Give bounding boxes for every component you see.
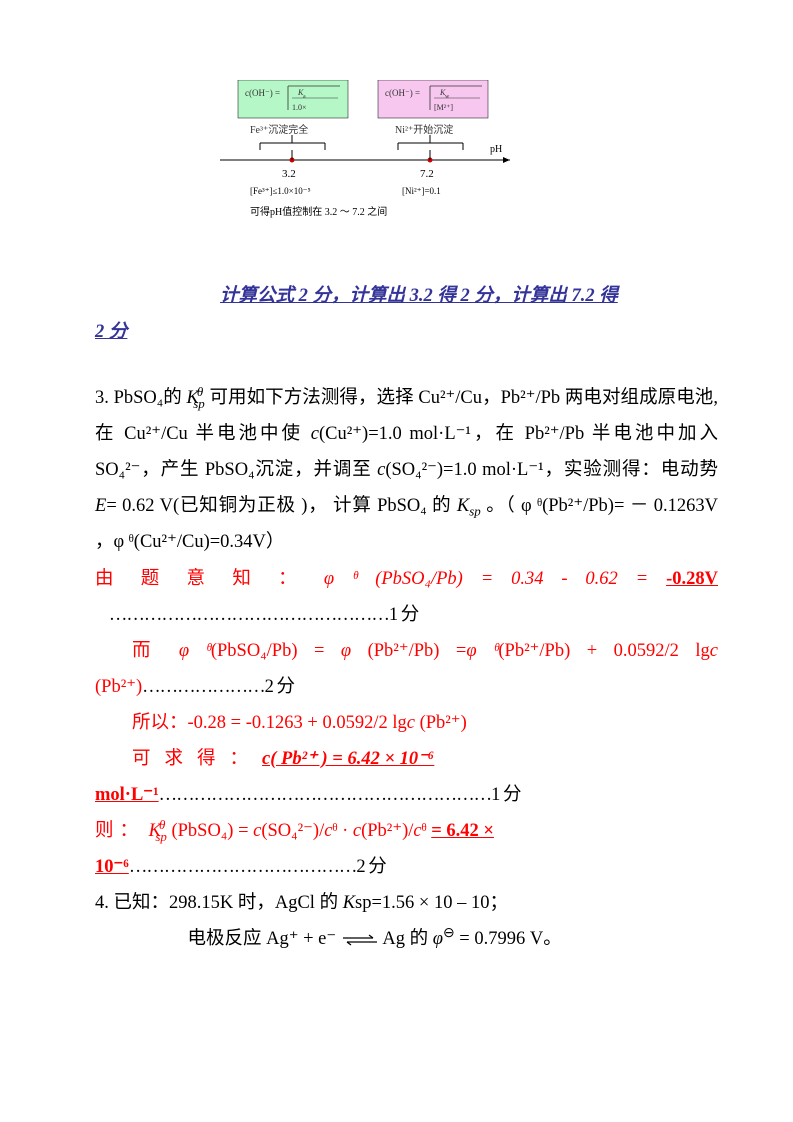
s3-l5-score: …………………………………2 分	[129, 857, 386, 877]
solution-3-line2: 而 φ ᶿ(PbSO₄/Pb) = φ (Pb²⁺/Pb) =φ ᶿ(Pb²⁺/…	[95, 633, 718, 705]
question-3: 3. PbSO₄的 Kθsp 可用如下方法测得，选择 Cu²⁺/Cu，Pb²⁺/…	[95, 380, 718, 560]
svg-text:[M²⁺]: [M²⁺]	[434, 103, 453, 112]
q4-phi: φ	[433, 929, 443, 949]
s3-l1-a: 由题意知：	[95, 569, 324, 589]
svg-text:1.0×: 1.0×	[292, 103, 307, 112]
svg-text:Ni²⁺开始沉淀: Ni²⁺开始沉淀	[395, 123, 453, 136]
s3-l3-c: c	[407, 713, 415, 733]
svg-text:[Fe³⁺]≤1.0×10⁻⁵: [Fe³⁺]≤1.0×10⁻⁵	[250, 186, 311, 196]
q3-text-a: 3. PbSO₄的	[95, 388, 187, 408]
solution-3-line4: 可求得：c( Pb²⁺ ) = 6.42 × 10⁻⁶ mol·L⁻¹………………	[95, 741, 718, 813]
ph-diagram: c(OH⁻) = K a 1.0× Fe³⁺沉淀完全 c(OH⁻) = K w …	[220, 80, 718, 268]
q4-k: K	[343, 893, 355, 913]
svg-text:Fe³⁺沉淀完全: Fe³⁺沉淀完全	[250, 123, 308, 136]
s3-l4-unit: mol·L⁻¹	[95, 785, 159, 805]
s3-l2-score: …………………2 分	[142, 677, 294, 697]
solution-3: 由题意知：φ ᶿ (PbSO₄/Pb) = 0.34 - 0.62 = -0.2…	[95, 561, 718, 633]
question-4-line2: 电极反应 Ag⁺ + e⁻ Ag 的 φ⊖ = 0.7996 V。	[95, 921, 718, 957]
svg-text:c(OH⁻) =: c(OH⁻) =	[245, 88, 280, 98]
q3-c-cu: c	[311, 424, 319, 444]
s3-l1-val: -0.28V	[666, 569, 718, 589]
s3-l5-val: = 6.42 ×	[431, 821, 494, 841]
score-text-1b: 2 分	[95, 322, 127, 342]
q4-c: 电极反应 Ag⁺ + e⁻	[188, 929, 337, 949]
s3-l5-c4: c	[413, 821, 421, 841]
s3-l2-a: 而 φ ᶿ(PbSO₄/Pb) = φ (Pb²⁺/Pb) =φ ᶿ(Pb²⁺/…	[132, 641, 710, 661]
s3-l5-a: 则：	[95, 821, 144, 841]
q3-cSO4-val: (SO₄²⁻)=1.0 mol·L⁻¹，实验测得：电动势	[385, 460, 718, 480]
document-page: c(OH⁻) = K a 1.0× Fe³⁺沉淀完全 c(OH⁻) = K w …	[0, 0, 793, 1017]
s3-l4-val: c( Pb²⁺ ) = 6.42 × 10⁻⁶	[262, 749, 434, 769]
question-4: 4. 已知：298.15K 时，AgCl 的 Ksp=1.56 × 10 – 1…	[95, 885, 718, 921]
s3-l4-a: 可求得：	[132, 749, 262, 769]
s3-l5-t2: ᶿ ·	[332, 821, 352, 841]
svg-text:c(OH⁻) =: c(OH⁻) =	[385, 88, 420, 98]
s3-l5-t1: (SO₄²⁻)/	[261, 821, 324, 841]
s3-l5-b: (PbSO₄) =	[171, 821, 253, 841]
svg-text:3.2: 3.2	[282, 168, 296, 180]
s3-l5-c3: c	[353, 821, 361, 841]
s3-l5-t4: ᶿ	[422, 821, 432, 841]
svg-text:pH: pH	[490, 144, 502, 155]
equilibrium-arrow-icon	[341, 934, 379, 946]
score-line-group: 计算公式 2 分，计算出 3.2 得 2 分，计算出 7.2 得 2 分	[95, 278, 718, 350]
s3-l5-val2: 10⁻⁶	[95, 857, 129, 877]
q4-b: sp=1.56 × 10 – 10；	[355, 893, 508, 913]
solution-3-line5: 则： Kθsp (PbSO₄) = c(SO₄²⁻)/cᶿ · c(Pb²⁺)/…	[95, 813, 718, 885]
s3-l3-b: (Pb²⁺)	[415, 713, 467, 733]
q3-E-val: = 0.62 V(已知铜为正极 )， 计算 PbSO₄ 的	[106, 496, 457, 516]
s3-l2-c: c	[710, 641, 718, 661]
q3-ksp2: K	[457, 496, 469, 516]
svg-text:w: w	[445, 94, 450, 100]
q3-E: E	[95, 496, 106, 516]
score-text-1: 计算公式 2 分，计算出 3.2 得 2 分，计算出 7.2 得	[220, 278, 618, 314]
s3-l2-b: (Pb²⁺)	[95, 677, 142, 697]
svg-text:可得pH值控制在 3.2 ～ 7.2 之间: 可得pH值控制在 3.2 ～ 7.2 之间	[250, 205, 387, 218]
s3-l3: 所以：-0.28 = -0.1263 + 0.0592/2 lg	[132, 713, 407, 733]
s3-l1-b: φ ᶿ (PbSO₄/Pb) = 0.34 - 0.62 =	[324, 569, 666, 589]
q4-a: 4. 已知：298.15K 时，AgCl 的	[95, 893, 343, 913]
svg-text:[Ni²⁺]=0.1: [Ni²⁺]=0.1	[402, 186, 441, 196]
svg-text:a: a	[303, 94, 306, 100]
diagram-svg: c(OH⁻) = K a 1.0× Fe³⁺沉淀完全 c(OH⁻) = K w …	[220, 80, 520, 255]
svg-text:7.2: 7.2	[420, 168, 434, 180]
s3-l5-t3: (Pb²⁺)/	[361, 821, 413, 841]
s3-l4-score: …………………………………………………1 分	[159, 785, 521, 805]
solution-3-line3: 所以：-0.28 = -0.1263 + 0.0592/2 lgc (Pb²⁺)	[95, 705, 718, 741]
q4-e: = 0.7996 V。	[455, 929, 562, 949]
s3-l1-score: …………………………………………1 分	[109, 605, 418, 625]
q4-d: Ag 的	[382, 929, 432, 949]
